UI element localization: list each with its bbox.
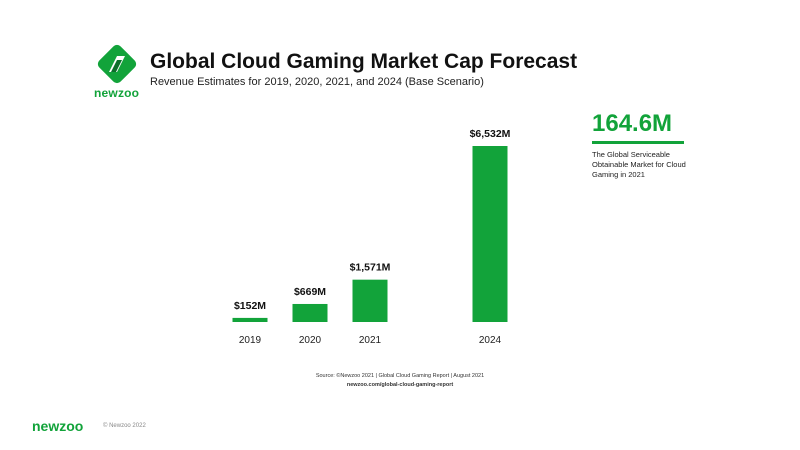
stat-description: The Global Serviceable Obtainable Market… — [592, 150, 686, 179]
highlight-stat: 164.6M The Global Serviceable Obtainable… — [592, 112, 712, 179]
chart-subtitle: Revenue Estimates for 2019, 2020, 2021, … — [150, 76, 484, 88]
source-note: Source: ©Newzoo 2021 | Global Cloud Gami… — [200, 372, 600, 390]
bar-2021 — [352, 279, 388, 322]
stat-underline — [592, 141, 684, 144]
tick-label-2020: 2020 — [299, 335, 322, 346]
copyright-text: © Newzoo 2022 — [103, 423, 146, 429]
value-label-2019: $152M — [234, 300, 266, 312]
bar-2024 — [472, 146, 508, 322]
newzoo-logo-icon — [97, 44, 137, 84]
source-text: Source: ©Newzoo 2021 | Global Cloud Gami… — [315, 373, 485, 379]
bar-2019 — [232, 317, 268, 322]
value-label-2024: $6,532M — [470, 128, 511, 140]
chart-title: Global Cloud Gaming Market Cap Forecast — [150, 50, 578, 73]
stat-value: 164.6M — [592, 110, 673, 137]
footer-logo: newzoo — [32, 418, 84, 434]
tick-label-2021: 2021 — [359, 335, 382, 346]
value-label-2021: $1,571M — [350, 262, 391, 274]
bar-2020 — [292, 303, 328, 322]
brand-wordmark: newzoo — [94, 86, 140, 100]
source-url: newzoo.com/global-cloud-gaming-report — [346, 381, 454, 388]
tick-label-2019: 2019 — [239, 335, 262, 346]
tick-label-2024: 2024 — [479, 335, 502, 346]
value-label-2020: $669M — [294, 286, 326, 298]
